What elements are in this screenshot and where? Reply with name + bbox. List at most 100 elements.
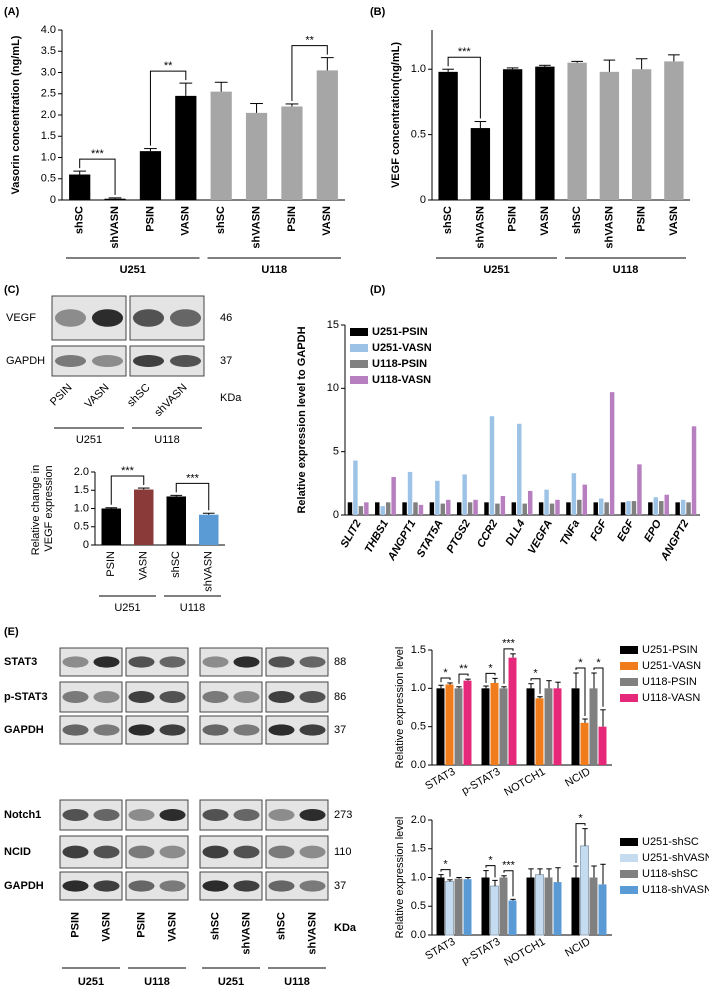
significance-label: *** <box>502 860 516 872</box>
bar <box>175 95 197 200</box>
x-tick-label: VASN <box>180 206 192 236</box>
y-tick-label: 2.0 <box>74 466 89 478</box>
bar <box>538 502 544 515</box>
bar <box>675 502 680 515</box>
significance-label: *** <box>186 472 200 484</box>
y-axis-label: Vasorin concentration (ng/mL) <box>10 35 22 194</box>
significance-bracket <box>447 56 481 119</box>
group-label: U118 <box>154 434 179 446</box>
significance-bracket <box>79 158 116 195</box>
blot-band <box>62 691 89 703</box>
bar <box>609 392 615 515</box>
y-tick-label: 0 <box>333 509 339 521</box>
blot-band <box>159 656 186 668</box>
group-label: U118 <box>144 976 170 988</box>
blot-band <box>62 809 89 821</box>
group-label: U251 <box>483 264 509 276</box>
lane-label: VASN <box>166 912 178 942</box>
bar <box>664 494 669 515</box>
group-label: U118 <box>613 264 639 276</box>
bar <box>526 688 535 765</box>
legend-label: U118-PSIN <box>642 676 697 688</box>
legend-swatch <box>350 376 368 384</box>
bar <box>499 877 508 935</box>
bar <box>473 499 478 515</box>
bar <box>210 91 232 200</box>
y-tick-label: 1.5 <box>41 130 56 142</box>
blot-band <box>128 691 155 703</box>
y-tick-label: 0.5 <box>411 721 426 733</box>
blot-band <box>62 845 89 859</box>
lane-label: PSIN <box>69 912 81 938</box>
lane-label: shSC <box>209 912 221 940</box>
bar <box>245 112 268 200</box>
bar <box>456 502 462 515</box>
blot-band <box>169 309 202 327</box>
blot-band <box>128 880 155 892</box>
y-tick-label: 3.5 <box>41 45 56 57</box>
bar <box>418 504 424 515</box>
lane-label: PSIN <box>48 382 75 409</box>
bar <box>502 69 523 200</box>
group-label: U251 <box>120 264 146 276</box>
y-tick-label: 1.5 <box>74 484 89 496</box>
y-tick-label: 3.0 <box>41 66 56 78</box>
size-label: 37 <box>334 880 346 892</box>
bar <box>593 502 598 515</box>
significance-bracket <box>110 475 145 505</box>
blot-band <box>93 656 120 668</box>
significance-label: * <box>488 855 493 867</box>
bar <box>499 688 508 765</box>
legend-label: U118-VASN <box>642 692 700 704</box>
x-tick-label: shSC <box>571 206 583 234</box>
bar <box>508 657 517 765</box>
size-label: 86 <box>334 691 346 703</box>
group-label: U118 <box>284 976 310 988</box>
bar <box>463 680 472 765</box>
bar <box>134 489 154 545</box>
x-tick-label: PSIN <box>636 206 648 232</box>
size-label: 88 <box>334 656 346 668</box>
x-tick-label: TNFa <box>558 518 582 548</box>
blot-band <box>93 691 120 703</box>
x-tick-label: VASN <box>539 206 551 236</box>
bar <box>535 66 555 200</box>
y-tick-label: 0 <box>420 194 426 206</box>
bar <box>620 502 626 515</box>
bar <box>571 877 580 935</box>
x-tick-label: EGF <box>615 518 637 544</box>
significance-label: * <box>533 668 538 680</box>
bar <box>549 503 555 515</box>
bar <box>429 502 435 515</box>
x-tick-label: PSIN <box>507 206 519 232</box>
lane-label: VASN <box>83 382 112 411</box>
y-axis-label: VEGF concentration(ng/mL) <box>390 42 402 188</box>
significance-label: *** <box>502 638 516 650</box>
blot-band <box>202 724 229 736</box>
blot-band <box>299 691 326 703</box>
blot-band <box>62 724 89 736</box>
blot-band <box>128 656 155 668</box>
bar <box>445 881 454 936</box>
bar <box>407 471 413 515</box>
bar <box>598 498 604 515</box>
blot-band <box>268 880 295 892</box>
x-tick-label: SLIT2 <box>338 518 363 550</box>
significance-label: * <box>488 662 493 674</box>
bar <box>166 496 186 545</box>
blot-band <box>202 691 229 703</box>
blot-band <box>54 355 87 367</box>
bar <box>511 502 517 515</box>
significance-label: * <box>578 813 583 825</box>
x-tick-label: DLL4 <box>503 518 527 548</box>
bar <box>385 502 391 515</box>
y-tick-label: 1.0 <box>411 63 426 75</box>
bar <box>375 502 380 515</box>
legend-swatch <box>350 328 368 336</box>
size-label: 37 <box>334 724 346 736</box>
bar <box>481 877 490 935</box>
bar <box>599 71 620 200</box>
legend-swatch <box>350 344 368 352</box>
legend-swatch <box>620 694 638 702</box>
lane-label: shVASN <box>152 382 189 419</box>
